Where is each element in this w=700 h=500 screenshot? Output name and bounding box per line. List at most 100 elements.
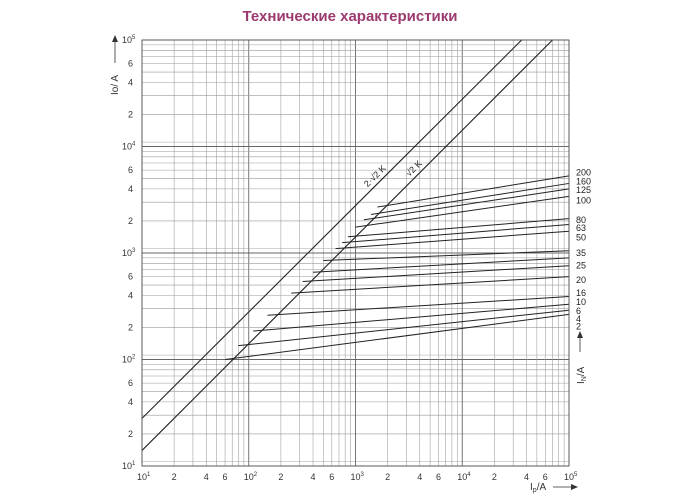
plot-frame xyxy=(141,39,570,467)
y-tick-mantissa: 2 xyxy=(128,429,133,439)
y-tick-label: 2 xyxy=(128,429,133,439)
series-line-10 xyxy=(267,296,570,316)
x-axis-label-unit: /A xyxy=(537,482,547,493)
y-tick-label: 101 xyxy=(122,461,136,471)
y-tick-mantissa: 6 xyxy=(128,378,133,388)
y-tick-mantissa: 10 xyxy=(122,35,132,45)
y-tick-label: 4 xyxy=(128,397,133,407)
series-line-2 xyxy=(225,313,570,360)
y-tick-mantissa: 2 xyxy=(128,216,133,226)
y-tick-mantissa: 6 xyxy=(128,59,133,69)
series-label-10: 10 xyxy=(576,297,586,307)
series-label-2: 2 xyxy=(576,321,581,331)
x-tick-label: 103 xyxy=(351,472,365,482)
x-axis-arrow-head xyxy=(571,484,578,490)
x-tick-label: 6 xyxy=(436,472,441,482)
x-tick-label: 6 xyxy=(329,472,334,482)
y-tick-mantissa: 6 xyxy=(128,165,133,175)
x-tick-mantissa: 4 xyxy=(417,472,422,482)
x-axis-label-sub: p xyxy=(533,487,537,494)
x-tick-label: 4 xyxy=(417,472,422,482)
x-tick-mantissa: 4 xyxy=(311,472,316,482)
x-tick-label: 102 xyxy=(244,472,258,482)
x-tick-label: 2 xyxy=(172,472,177,482)
series-label-25: 25 xyxy=(576,261,586,271)
y-tick-exponent: 4 xyxy=(132,142,136,148)
series-label-63: 63 xyxy=(576,223,586,233)
x-tick-label: 4 xyxy=(204,472,209,482)
x-tick-mantissa: 2 xyxy=(492,472,497,482)
series-label-160: 160 xyxy=(576,176,591,186)
y-axis-label-main: Io xyxy=(110,86,121,95)
x-tick-mantissa: 10 xyxy=(351,472,361,482)
y-tick-exponent: 1 xyxy=(132,461,136,467)
series-line-100 xyxy=(355,195,570,228)
series-axis-arrow-head xyxy=(577,331,583,338)
series-line-4 xyxy=(238,309,570,347)
x-tick-mantissa: 6 xyxy=(329,472,334,482)
y-tick-mantissa: 10 xyxy=(122,461,132,471)
y-tick-mantissa: 4 xyxy=(128,290,133,300)
x-tick-exponent: 4 xyxy=(467,472,471,478)
x-tick-label: 2 xyxy=(385,472,390,482)
x-tick-mantissa: 6 xyxy=(436,472,441,482)
series-line-200 xyxy=(377,175,570,208)
series-label-4: 4 xyxy=(576,314,581,324)
x-tick-mantissa: 10 xyxy=(457,472,467,482)
y-tick-label: 4 xyxy=(128,184,133,194)
x-tick-label: 2 xyxy=(278,472,283,482)
series-label-80: 80 xyxy=(576,215,586,225)
x-tick-exponent: 3 xyxy=(361,472,365,478)
series-line-63 xyxy=(342,224,570,244)
x-tick-mantissa: 4 xyxy=(524,472,529,482)
x-tick-label: 6 xyxy=(543,472,548,482)
x-tick-mantissa: 2 xyxy=(172,472,177,482)
x-tick-exponent: 1 xyxy=(147,472,151,478)
series-axis-label-unit: /A xyxy=(576,366,587,376)
series-line-125 xyxy=(363,188,570,221)
x-tick-mantissa: 6 xyxy=(223,472,228,482)
series-line-80 xyxy=(347,218,570,238)
x-tick-mantissa: 4 xyxy=(204,472,209,482)
y-tick-mantissa: 10 xyxy=(122,142,132,152)
x-tick-exponent: 2 xyxy=(254,472,258,478)
y-tick-mantissa: 10 xyxy=(122,355,132,365)
y-tick-mantissa: 6 xyxy=(128,272,133,282)
x-tick-mantissa: 2 xyxy=(385,472,390,482)
x-tick-label: 105 xyxy=(564,472,578,482)
y-tick-mantissa: 4 xyxy=(128,184,133,194)
series-axis-label: IN/A xyxy=(576,366,588,384)
y-tick-label: 104 xyxy=(122,142,136,152)
x-axis-label: Ip/A xyxy=(530,482,546,494)
y-tick-label: 2 xyxy=(128,216,133,226)
x-tick-label: 6 xyxy=(223,472,228,482)
series-label-125: 125 xyxy=(576,185,591,195)
series-line-20 xyxy=(302,265,570,282)
y-tick-label: 103 xyxy=(122,248,136,258)
y-tick-label: 102 xyxy=(122,355,136,365)
y-tick-exponent: 3 xyxy=(132,248,136,254)
y-tick-exponent: 5 xyxy=(132,35,136,41)
y-axis-arrow-head xyxy=(112,35,118,42)
series-line-6 xyxy=(253,303,570,332)
x-tick-mantissa: 2 xyxy=(278,472,283,482)
x-tick-label: 2 xyxy=(492,472,497,482)
x-tick-mantissa: 10 xyxy=(137,472,147,482)
y-tick-label: 6 xyxy=(128,272,133,282)
diagonal-line xyxy=(141,39,523,419)
series-label-20: 20 xyxy=(576,275,586,285)
y-tick-exponent: 2 xyxy=(132,355,136,361)
y-tick-label: 6 xyxy=(128,165,133,175)
x-tick-mantissa: 10 xyxy=(564,472,574,482)
x-tick-mantissa: 6 xyxy=(543,472,548,482)
x-axis-label-main: I xyxy=(530,482,533,493)
page-title: Технические характеристики xyxy=(242,8,458,25)
y-tick-label: 6 xyxy=(128,59,133,69)
series-label-35: 35 xyxy=(576,248,586,258)
x-tick-label: 104 xyxy=(457,472,471,482)
y-tick-mantissa: 2 xyxy=(128,109,133,119)
y-tick-label: 2 xyxy=(128,322,133,332)
y-tick-mantissa: 4 xyxy=(128,397,133,407)
